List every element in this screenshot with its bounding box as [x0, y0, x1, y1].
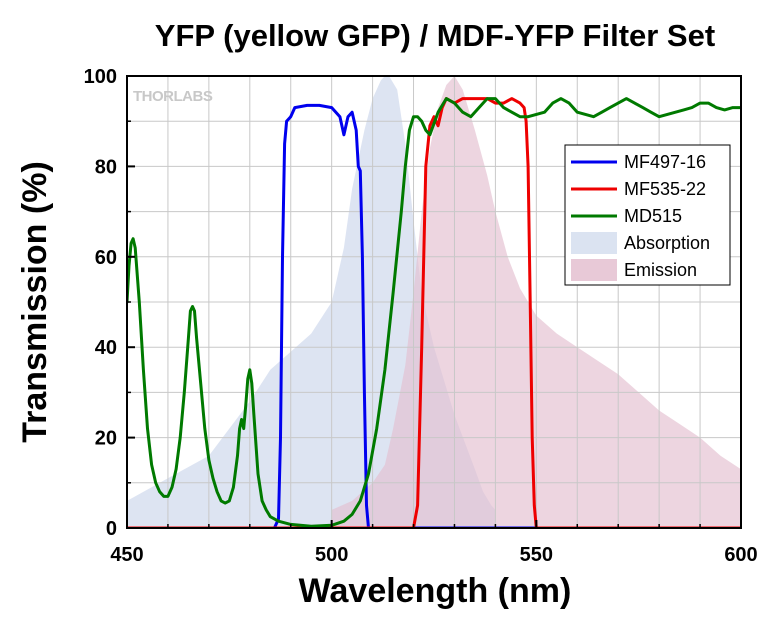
legend-swatch — [571, 232, 617, 254]
y-tick-label: 80 — [95, 156, 117, 178]
y-tick-label: 100 — [84, 66, 117, 88]
x-tick-label: 550 — [520, 544, 553, 566]
legend: MF497-16 MF535-22 MD515 Absorption Emission — [564, 144, 731, 286]
y-axis-label: Transmission (%) — [16, 161, 54, 443]
y-tick-label: 40 — [95, 337, 117, 359]
chart-title: YFP (yellow GFP) / MDF-YFP Filter Set — [155, 18, 715, 53]
x-tick-label: 600 — [724, 544, 757, 566]
legend-label: Absorption — [624, 233, 710, 253]
legend-label: Emission — [624, 260, 697, 280]
y-tick-label: 0 — [106, 518, 117, 540]
x-tick-label: 500 — [315, 544, 348, 566]
series-line-md515 — [127, 97, 741, 528]
legend-label: MF497-16 — [624, 152, 706, 172]
y-tick-label: 20 — [95, 428, 117, 450]
legend-label: MF535-22 — [624, 179, 706, 199]
legend-swatch — [571, 259, 617, 281]
series-area-emission — [331, 76, 741, 528]
series-line-mf535-22 — [127, 97, 741, 528]
thorlabs-watermark: THORLABS — [133, 88, 213, 105]
x-axis-label: Wavelength (nm) — [299, 572, 572, 610]
series-line-mf497-16 — [127, 103, 741, 528]
x-tick-label: 450 — [110, 544, 143, 566]
line-series-group — [127, 97, 741, 528]
axis-ticks: 450 500 550 600 0 20 40 60 80 100 — [84, 66, 758, 566]
y-tick-label: 60 — [95, 247, 117, 269]
legend-label: MD515 — [624, 206, 682, 226]
